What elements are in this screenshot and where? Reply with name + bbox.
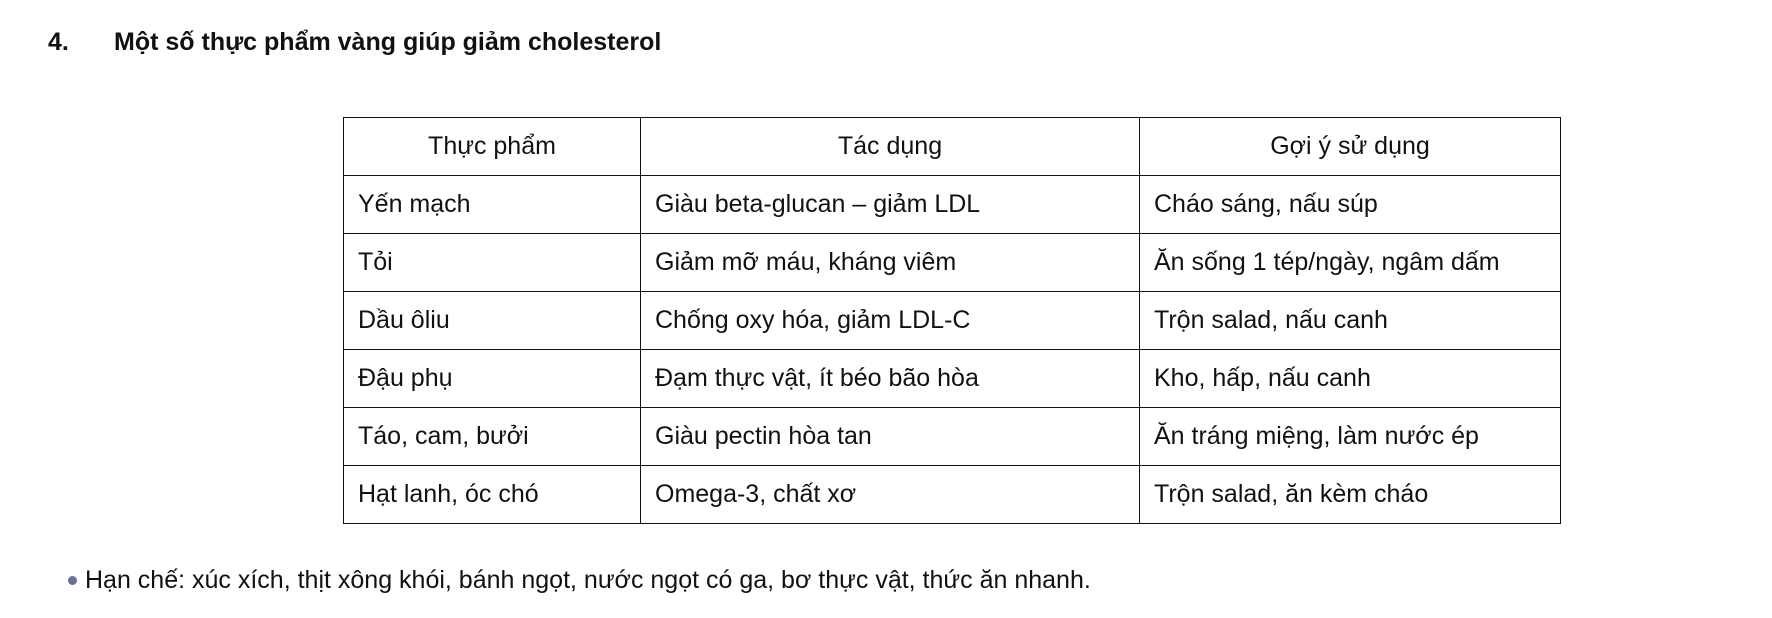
food-table: Thực phẩm Tác dụng Gợi ý sử dụng Yến mạc… xyxy=(343,117,1561,524)
header-suggestion: Gợi ý sử dụng xyxy=(1139,117,1561,176)
section-heading: 4. Một số thực phẩm vàng giúp giảm chole… xyxy=(48,28,661,57)
cell-suggestion: Ăn tráng miệng, làm nước ép xyxy=(1139,407,1561,466)
cell-food: Tỏi xyxy=(343,233,641,292)
cell-effect: Giàu pectin hòa tan xyxy=(640,407,1140,466)
cell-food: Dầu ôliu xyxy=(343,291,641,350)
note-text: Hạn chế: xúc xích, thịt xông khói, bánh … xyxy=(85,566,1091,594)
cell-suggestion: Cháo sáng, nấu súp xyxy=(1139,175,1561,234)
table-header-row: Thực phẩm Tác dụng Gợi ý sử dụng xyxy=(343,117,1561,176)
table-row: Đậu phụ Đạm thực vật, ít béo bão hòa Kho, … xyxy=(343,349,1561,408)
cell-effect: Chống oxy hóa, giảm LDL-C xyxy=(640,291,1140,350)
note-bullet-item: Hạn chế: xúc xích, thịt xông khói, bánh … xyxy=(68,566,1091,595)
header-food: Thực phẩm xyxy=(343,117,641,176)
cell-suggestion: Ăn sống 1 tép/ngày, ngâm dấm xyxy=(1139,233,1561,292)
section-number: 4. xyxy=(48,28,69,56)
table-row: Táo, cam, bưởi Giàu pectin hòa tan Ăn trán… xyxy=(343,407,1561,466)
cell-suggestion: Trộn salad, ăn kèm cháo xyxy=(1139,465,1561,524)
cell-effect: Giảm mỡ máu, kháng viêm xyxy=(640,233,1140,292)
table-row: Hạt lanh, óc chó Omega-3, chất xơ Trộn sal… xyxy=(343,465,1561,524)
cell-food: Táo, cam, bưởi xyxy=(343,407,641,466)
cell-food: Yến mạch xyxy=(343,175,641,234)
cell-suggestion: Kho, hấp, nấu canh xyxy=(1139,349,1561,408)
cell-effect: Đạm thực vật, ít béo bão hòa xyxy=(640,349,1140,408)
cell-effect: Omega-3, chất xơ xyxy=(640,465,1140,524)
cell-food: Đậu phụ xyxy=(343,349,641,408)
section-title: Một số thực phẩm vàng giúp giảm choleste… xyxy=(114,28,662,56)
cell-effect: Giàu beta-glucan – giảm LDL xyxy=(640,175,1140,234)
table-row: Dầu ôliu Chống oxy hóa, giảm LDL-C Trộn sa… xyxy=(343,291,1561,350)
bullet-icon xyxy=(68,576,77,585)
cell-food: Hạt lanh, óc chó xyxy=(343,465,641,524)
cell-suggestion: Trộn salad, nấu canh xyxy=(1139,291,1561,350)
header-effect: Tác dụng xyxy=(640,117,1140,176)
table-row: Yến mạch Giàu beta-glucan – giảm LDL Cháo … xyxy=(343,175,1561,234)
table-row: Tỏi Giảm mỡ máu, kháng viêm Ăn sống 1 tép/… xyxy=(343,233,1561,292)
